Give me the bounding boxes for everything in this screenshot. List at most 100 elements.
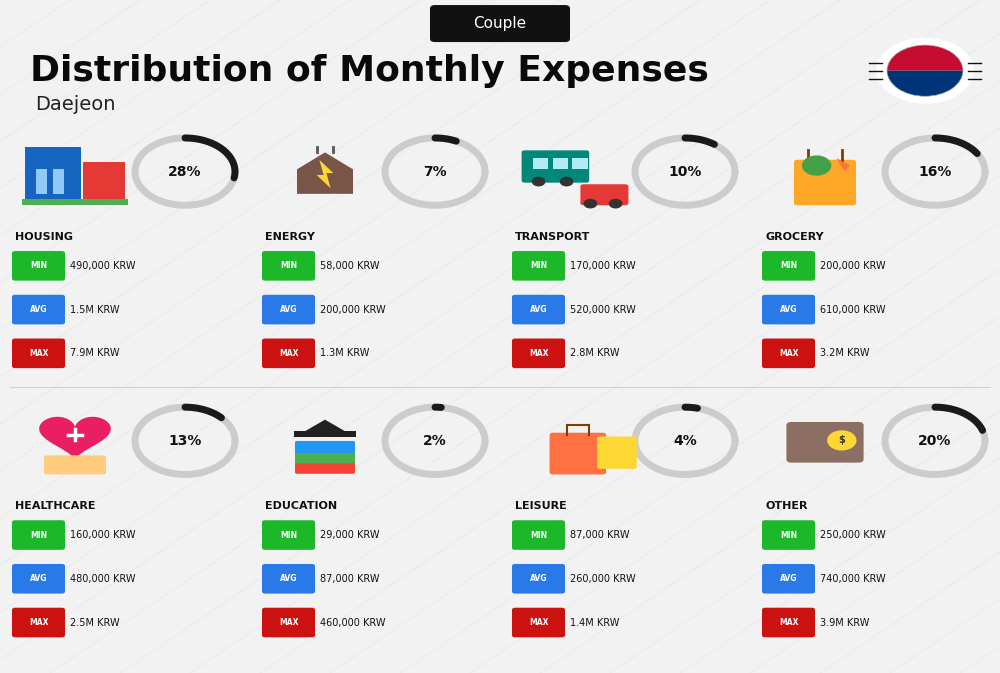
FancyBboxPatch shape xyxy=(550,433,606,474)
Text: 490,000 KRW: 490,000 KRW xyxy=(70,261,136,271)
Text: 29,000 KRW: 29,000 KRW xyxy=(320,530,380,540)
Text: 2.8M KRW: 2.8M KRW xyxy=(570,349,620,358)
FancyBboxPatch shape xyxy=(553,158,568,170)
Text: MAX: MAX xyxy=(279,618,298,627)
Text: 200,000 KRW: 200,000 KRW xyxy=(320,305,386,314)
FancyBboxPatch shape xyxy=(572,158,588,170)
Text: 610,000 KRW: 610,000 KRW xyxy=(820,305,886,314)
Polygon shape xyxy=(317,160,333,188)
Text: 200,000 KRW: 200,000 KRW xyxy=(820,261,886,271)
Text: 520,000 KRW: 520,000 KRW xyxy=(570,305,636,314)
FancyBboxPatch shape xyxy=(262,251,315,281)
Text: Daejeon: Daejeon xyxy=(35,95,116,114)
FancyBboxPatch shape xyxy=(44,456,106,474)
Text: TRANSPORT: TRANSPORT xyxy=(515,232,590,242)
Text: MAX: MAX xyxy=(279,349,298,358)
FancyBboxPatch shape xyxy=(762,251,815,281)
Text: 20%: 20% xyxy=(918,434,952,448)
FancyBboxPatch shape xyxy=(522,150,589,182)
Text: ENERGY: ENERGY xyxy=(265,232,315,242)
Text: MAX: MAX xyxy=(779,349,798,358)
FancyBboxPatch shape xyxy=(786,422,864,462)
Text: MIN: MIN xyxy=(30,261,47,271)
FancyBboxPatch shape xyxy=(294,431,356,437)
Text: 3.2M KRW: 3.2M KRW xyxy=(820,349,870,358)
Text: MIN: MIN xyxy=(530,261,547,271)
FancyBboxPatch shape xyxy=(22,199,128,205)
FancyBboxPatch shape xyxy=(12,564,65,594)
FancyBboxPatch shape xyxy=(512,251,565,281)
Text: OTHER: OTHER xyxy=(765,501,808,511)
Text: 1.3M KRW: 1.3M KRW xyxy=(320,349,369,358)
Text: MAX: MAX xyxy=(529,349,548,358)
Text: MIN: MIN xyxy=(530,530,547,540)
FancyBboxPatch shape xyxy=(25,147,81,203)
FancyBboxPatch shape xyxy=(36,180,47,188)
FancyBboxPatch shape xyxy=(580,184,628,205)
FancyBboxPatch shape xyxy=(762,295,815,324)
Text: LEISURE: LEISURE xyxy=(515,501,567,511)
FancyBboxPatch shape xyxy=(53,186,64,194)
Text: MIN: MIN xyxy=(780,261,797,271)
Polygon shape xyxy=(305,420,345,431)
Text: 1.5M KRW: 1.5M KRW xyxy=(70,305,120,314)
FancyBboxPatch shape xyxy=(295,452,355,464)
FancyBboxPatch shape xyxy=(512,608,565,637)
Text: AVG: AVG xyxy=(280,574,297,583)
FancyBboxPatch shape xyxy=(430,5,570,42)
FancyBboxPatch shape xyxy=(295,441,355,453)
FancyBboxPatch shape xyxy=(36,170,47,177)
Text: MIN: MIN xyxy=(780,530,797,540)
Text: AVG: AVG xyxy=(530,305,547,314)
Circle shape xyxy=(532,178,545,186)
Text: AVG: AVG xyxy=(780,305,797,314)
FancyBboxPatch shape xyxy=(262,564,315,594)
FancyBboxPatch shape xyxy=(53,180,64,188)
FancyBboxPatch shape xyxy=(12,295,65,324)
FancyBboxPatch shape xyxy=(83,162,125,203)
Text: 7%: 7% xyxy=(423,165,447,178)
Text: 2.5M KRW: 2.5M KRW xyxy=(70,618,120,627)
Circle shape xyxy=(803,156,831,175)
Text: 87,000 KRW: 87,000 KRW xyxy=(320,574,380,583)
Text: 13%: 13% xyxy=(168,434,202,448)
FancyBboxPatch shape xyxy=(12,520,65,550)
Text: HOUSING: HOUSING xyxy=(15,232,73,242)
Text: AVG: AVG xyxy=(30,305,47,314)
FancyBboxPatch shape xyxy=(262,520,315,550)
Text: AVG: AVG xyxy=(30,574,47,583)
Text: MAX: MAX xyxy=(779,618,798,627)
FancyBboxPatch shape xyxy=(262,295,315,324)
FancyBboxPatch shape xyxy=(262,339,315,368)
FancyBboxPatch shape xyxy=(12,339,65,368)
Text: $: $ xyxy=(838,435,845,446)
Text: 480,000 KRW: 480,000 KRW xyxy=(70,574,136,583)
FancyBboxPatch shape xyxy=(12,251,65,281)
Text: 4%: 4% xyxy=(673,434,697,448)
Text: 7.9M KRW: 7.9M KRW xyxy=(70,349,120,358)
Text: AVG: AVG xyxy=(530,574,547,583)
Text: 260,000 KRW: 260,000 KRW xyxy=(570,574,636,583)
Text: EDUCATION: EDUCATION xyxy=(265,501,337,511)
FancyBboxPatch shape xyxy=(12,608,65,637)
FancyBboxPatch shape xyxy=(512,520,565,550)
FancyBboxPatch shape xyxy=(794,160,856,205)
Text: MAX: MAX xyxy=(29,349,48,358)
Text: 460,000 KRW: 460,000 KRW xyxy=(320,618,386,627)
Polygon shape xyxy=(836,158,850,171)
FancyBboxPatch shape xyxy=(262,608,315,637)
Text: Distribution of Monthly Expenses: Distribution of Monthly Expenses xyxy=(30,54,709,87)
Circle shape xyxy=(609,199,622,208)
Text: MIN: MIN xyxy=(280,261,297,271)
FancyBboxPatch shape xyxy=(762,339,815,368)
Text: 3.9M KRW: 3.9M KRW xyxy=(820,618,869,627)
Text: MIN: MIN xyxy=(280,530,297,540)
Text: 28%: 28% xyxy=(168,165,202,178)
Wedge shape xyxy=(887,71,963,96)
Text: 87,000 KRW: 87,000 KRW xyxy=(570,530,630,540)
FancyBboxPatch shape xyxy=(53,170,64,177)
Text: 170,000 KRW: 170,000 KRW xyxy=(570,261,636,271)
Text: 2%: 2% xyxy=(423,434,447,448)
Text: AVG: AVG xyxy=(280,305,297,314)
Wedge shape xyxy=(887,45,963,71)
